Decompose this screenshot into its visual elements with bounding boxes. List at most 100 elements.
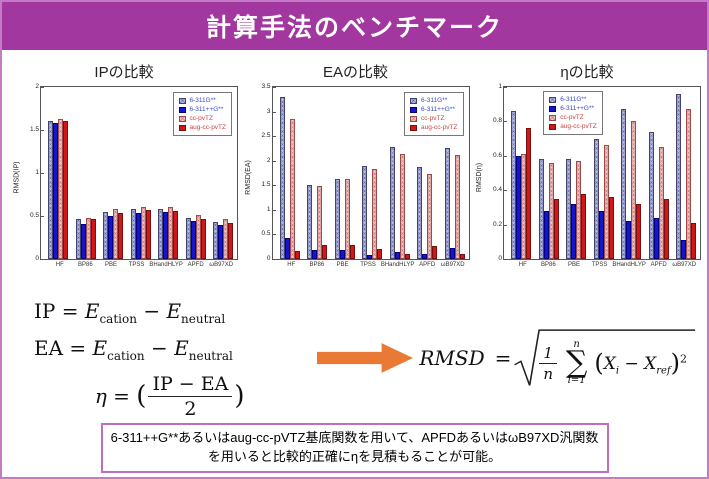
bar-group — [48, 87, 68, 259]
bar-group — [444, 87, 465, 259]
bar-aug-cc-pvTZ — [608, 197, 614, 259]
legend-swatch — [549, 96, 557, 103]
bar-aug-cc-pvTZ — [322, 245, 327, 259]
bar-aug-cc-pvTZ — [200, 218, 206, 259]
bar-aug-cc-pvTZ — [294, 250, 300, 259]
legend-swatch — [410, 124, 418, 131]
chart-title: EAの比較 — [322, 64, 388, 81]
bar-group — [279, 87, 300, 259]
plot-area: 0 0.2 0.4 0.6 0.8 1 6-311G** 6-311++G** cc-pvTZ a… — [493, 83, 701, 262]
bar-6-311++G** — [53, 123, 58, 259]
bar-group — [648, 87, 669, 259]
legend-label: aug-cc-pvTZ — [560, 123, 597, 130]
y-tick-mark — [41, 87, 44, 88]
bar-cc-pvTZ — [631, 121, 636, 259]
bar-aug-cc-pvTZ — [349, 244, 355, 259]
bar-cc-pvTZ — [576, 160, 581, 259]
bar-6-311++G** — [339, 249, 345, 259]
legend-swatch — [410, 97, 418, 104]
y-tick-mark — [272, 209, 276, 211]
legend-label: 6-311G** — [560, 96, 587, 103]
legend-item: 6-311++G** — [410, 105, 457, 114]
legend-label: cc-pvTZ — [189, 115, 213, 122]
bar-6-311G** — [103, 211, 108, 259]
x-tick-label: TPSS — [128, 262, 145, 268]
bar-cc-pvTZ — [399, 153, 405, 259]
bar-6-311++G** — [108, 216, 113, 259]
legend-swatch — [549, 105, 557, 112]
bar-aug-cc-pvTZ — [663, 198, 669, 259]
bar-cc-pvTZ — [454, 155, 460, 259]
bar-6-311++G** — [190, 221, 196, 259]
bar-6-311G** — [75, 219, 81, 259]
bar-group — [158, 87, 178, 259]
bar-6-311G** — [511, 111, 516, 259]
bar-6-311++G** — [163, 211, 168, 259]
bars-layer — [48, 87, 233, 259]
y-tick-label: 0.6 — [492, 151, 502, 159]
bar-cc-pvTZ — [317, 186, 322, 259]
legend-item: aug-cc-pvTZ — [549, 122, 597, 131]
y-tick-mark — [272, 136, 276, 138]
x-tick-label: BHandHLYP — [149, 262, 183, 268]
bar-cc-pvTZ — [372, 169, 377, 259]
x-tick-label: APFD — [419, 262, 436, 268]
y-tick-label: 1 — [35, 169, 39, 176]
legend-item: aug-cc-pvTZ — [178, 123, 226, 132]
legend: 6-311G** 6-311++G** cc-pvTZ aug-cc-pvTZ — [172, 92, 232, 136]
y-tick-label: 1 — [266, 205, 271, 213]
eq-ea-lhs: EA — [34, 335, 64, 360]
bar-group — [362, 87, 382, 259]
bar-group — [538, 87, 559, 259]
bar-cc-pvTZ — [686, 109, 691, 259]
y-tick-mark — [504, 155, 507, 157]
bar-6-311G** — [48, 121, 53, 259]
x-tick-label: PBE — [104, 262, 117, 268]
x-tick-label: BHandHLYP — [612, 262, 646, 268]
y-tick-label: 1.5 — [29, 126, 39, 133]
y-tick-mark — [504, 190, 507, 192]
y-tick-mark — [504, 259, 507, 260]
bar-6-311G** — [621, 109, 626, 259]
bar-aug-cc-pvTZ — [404, 254, 410, 259]
arrow — [317, 338, 414, 378]
y-tick-label: 2 — [35, 83, 39, 90]
plot-wrap: 0 0.5 1 1.5 2 2.5 3 3.5 6-311G** 6-311++G** cc-pvT… — [261, 83, 470, 268]
y-tick-label: 1.5 — [261, 181, 271, 189]
bar-cc-pvTZ — [289, 119, 295, 259]
y-tick-mark — [504, 121, 507, 123]
definition-equations: IP = Ecation − Eneutral EA = Ecation − E… — [28, 297, 311, 420]
bar-cc-pvTZ — [195, 215, 201, 259]
bar-6-311++G** — [80, 223, 86, 259]
bar-6-311++G** — [218, 225, 223, 259]
bar-6-311G** — [444, 147, 450, 259]
bar-aug-cc-pvTZ — [90, 218, 96, 259]
y-tick-mark — [504, 87, 507, 88]
x-axis-labels: HF BP86 PBE TPSS BHandHLYP APFD ωB97XD — [503, 260, 701, 268]
legend-swatch — [410, 106, 418, 113]
bar-group — [103, 87, 123, 259]
middle-row: IP = Ecation − Eneutral EA = Ecation − E… — [28, 297, 696, 420]
y-tick-mark — [41, 259, 44, 260]
legend-swatch — [178, 124, 186, 131]
bar-aug-cc-pvTZ — [118, 213, 123, 259]
legend: 6-311G** 6-311++G** cc-pvTZ aug-cc-pvTZ — [543, 91, 603, 135]
x-tick-label: TPSS — [591, 262, 608, 268]
bar-aug-cc-pvTZ — [526, 128, 531, 259]
chart-title: ηの比較 — [560, 64, 614, 81]
bar-cc-pvTZ — [168, 206, 173, 259]
bar-aug-cc-pvTZ — [636, 203, 641, 259]
bar-6-311G** — [213, 222, 218, 259]
legend-item: 6-311++G** — [178, 105, 226, 114]
y-axis-label: RMSD(EA) — [242, 86, 255, 268]
y-tick-label: 0 — [35, 255, 39, 262]
x-tick-label: TPSS — [360, 262, 376, 268]
x-axis-labels: HF BP86 PBE TPSS BHandHLYP APFD ωB97XD — [40, 260, 238, 268]
charts-row: IPの比較 RMSD(IP) 0 0.5 1 1.5 2 6-311G** 6-311++G**… — [10, 62, 701, 296]
y-tick-label: 1 — [498, 83, 502, 90]
x-tick-label: ωB97XD — [209, 262, 234, 268]
y-tick-label: 3 — [266, 107, 271, 115]
legend-label: cc-pvTZ — [560, 114, 584, 121]
bar-aug-cc-pvTZ — [228, 222, 233, 259]
